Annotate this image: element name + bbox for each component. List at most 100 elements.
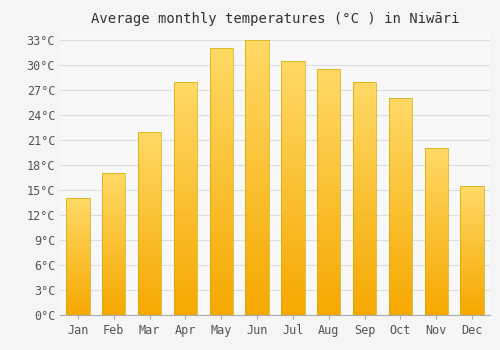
Bar [174, 99, 197, 100]
Bar [174, 136, 197, 138]
Bar [102, 242, 126, 243]
Bar [389, 164, 412, 166]
Bar [210, 271, 233, 272]
Bar [353, 152, 376, 153]
Bar [282, 267, 304, 268]
Bar [174, 202, 197, 203]
Bar [424, 197, 448, 198]
Bar [317, 175, 340, 176]
Bar [424, 200, 448, 201]
Bar [174, 174, 197, 175]
Bar [424, 182, 448, 183]
Bar [317, 210, 340, 212]
Bar [389, 126, 412, 127]
Bar [174, 168, 197, 169]
Bar [210, 168, 233, 170]
Bar [460, 228, 483, 229]
Bar [424, 298, 448, 299]
Bar [317, 277, 340, 278]
Bar [460, 246, 483, 247]
Bar [282, 75, 304, 76]
Bar [246, 98, 268, 99]
Bar [102, 288, 126, 289]
Bar [210, 52, 233, 54]
Bar [138, 267, 161, 268]
Bar [246, 285, 268, 286]
Bar [246, 198, 268, 200]
Bar [353, 250, 376, 251]
Bar [66, 240, 90, 241]
Bar [174, 121, 197, 122]
Bar [424, 259, 448, 260]
Bar [210, 141, 233, 143]
Bar [102, 309, 126, 310]
Bar [282, 273, 304, 274]
Bar [317, 101, 340, 102]
Bar [353, 174, 376, 175]
Bar [246, 138, 268, 139]
Bar [138, 287, 161, 288]
Bar [353, 313, 376, 314]
Bar [138, 306, 161, 307]
Bar [210, 258, 233, 259]
Bar [317, 187, 340, 188]
Bar [138, 175, 161, 176]
Bar [389, 105, 412, 106]
Bar [389, 122, 412, 123]
Bar [317, 180, 340, 181]
Bar [246, 301, 268, 303]
Bar [460, 265, 483, 266]
Bar [282, 164, 304, 165]
Bar [66, 259, 90, 260]
Bar [66, 241, 90, 242]
Bar [317, 136, 340, 138]
Bar [389, 162, 412, 163]
Bar [66, 236, 90, 237]
Bar [138, 135, 161, 136]
Bar [174, 307, 197, 308]
Bar [353, 268, 376, 270]
Bar [210, 246, 233, 247]
Bar [282, 245, 304, 246]
Bar [138, 201, 161, 202]
Bar [282, 130, 304, 131]
Bar [66, 247, 90, 248]
Bar [174, 205, 197, 206]
Bar [138, 274, 161, 275]
Bar [102, 254, 126, 255]
Bar [424, 191, 448, 193]
Bar [317, 174, 340, 175]
Bar [282, 274, 304, 275]
Bar [138, 192, 161, 193]
Bar [102, 173, 126, 315]
Bar [246, 272, 268, 274]
Bar [246, 161, 268, 162]
Bar [102, 181, 126, 182]
Bar [210, 107, 233, 108]
Bar [246, 157, 268, 158]
Bar [174, 243, 197, 244]
Bar [282, 96, 304, 98]
Bar [102, 178, 126, 179]
Bar [424, 181, 448, 182]
Bar [389, 117, 412, 118]
Bar [460, 247, 483, 248]
Bar [353, 82, 376, 83]
Bar [246, 164, 268, 165]
Bar [424, 278, 448, 279]
Bar [353, 233, 376, 235]
Bar [102, 177, 126, 178]
Bar [389, 98, 412, 315]
Bar [317, 218, 340, 219]
Bar [174, 308, 197, 309]
Bar [246, 308, 268, 309]
Bar [246, 311, 268, 312]
Bar [174, 309, 197, 310]
Bar [174, 160, 197, 161]
Bar [246, 73, 268, 74]
Bar [282, 292, 304, 293]
Bar [174, 304, 197, 306]
Bar [282, 263, 304, 264]
Bar [424, 209, 448, 210]
Bar [102, 202, 126, 203]
